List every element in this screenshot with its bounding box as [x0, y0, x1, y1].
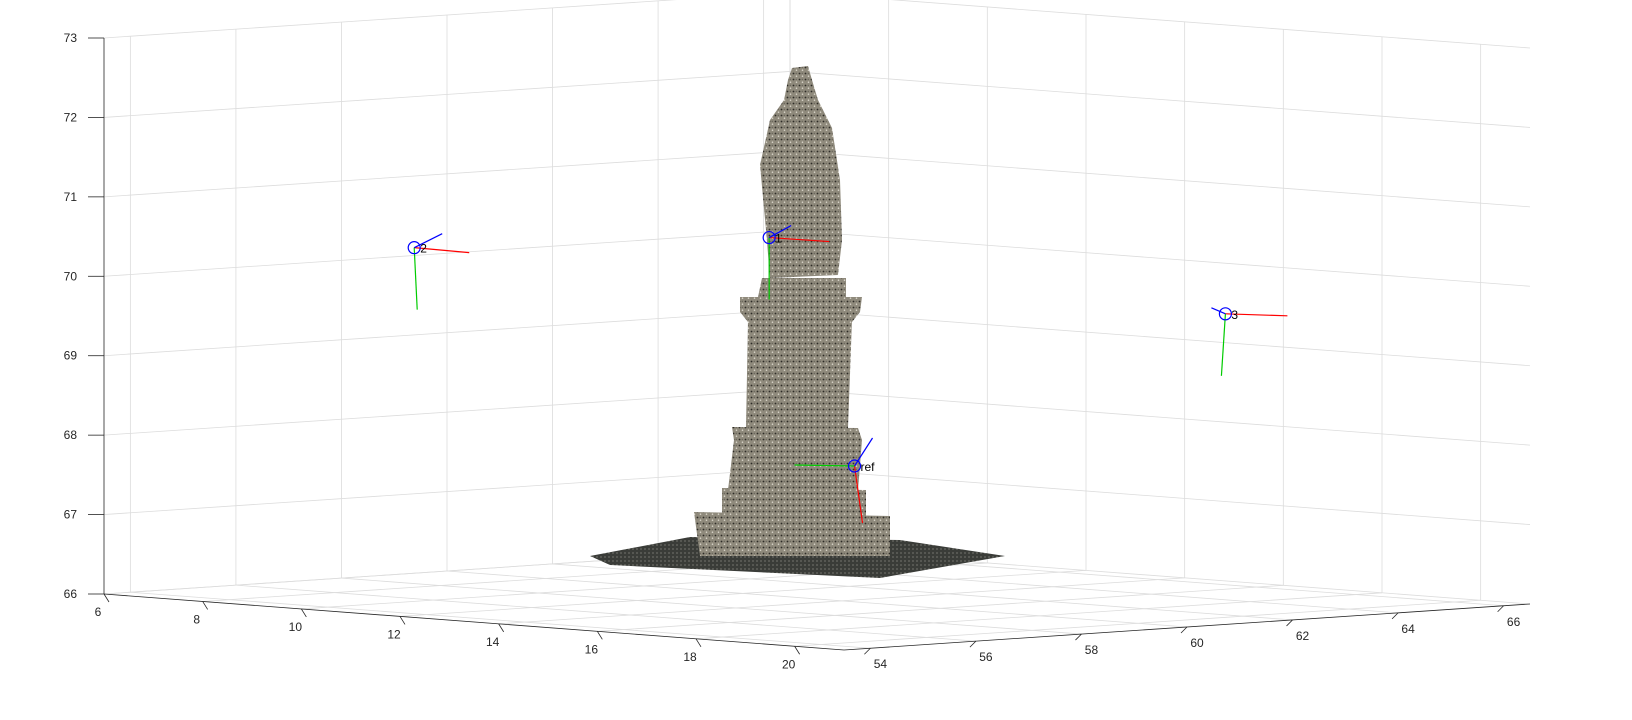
x-tick-mark	[103, 593, 110, 603]
x-tick-mark	[596, 631, 603, 640]
camera-x-axis	[769, 236, 830, 243]
x-tick-label: 16	[585, 642, 599, 656]
y-tick-label: 58	[1085, 643, 1099, 657]
x-tick-label: 6	[95, 605, 102, 619]
point-cloud-statue	[590, 66, 1005, 578]
floor-grid-line	[341, 577, 1082, 635]
y-tick-mark	[1497, 605, 1504, 613]
camera-x-axis	[853, 465, 864, 524]
x-tick-label: 12	[387, 627, 401, 641]
z-tick-label: 69	[64, 349, 78, 363]
camera-1: 1	[762, 225, 830, 300]
z-tick-label: 66	[64, 587, 78, 601]
z-tick-label: 70	[64, 269, 78, 283]
z-tick-label: 67	[64, 508, 78, 522]
wall-grid-line	[103, 150, 791, 198]
camera-2: 2	[407, 233, 470, 310]
axes-layer	[88, 37, 1531, 655]
wall-grid-line	[789, 309, 1531, 367]
y-tick-label: 66	[1507, 615, 1521, 629]
wall-grid-line	[103, 468, 791, 515]
x-tick-mark	[202, 601, 209, 610]
x-tick-mark	[300, 608, 307, 618]
x-tick-label: 20	[782, 657, 796, 671]
y-tick-label: 60	[1190, 636, 1204, 650]
wall-grid-line	[890, 0, 1531, 49]
statue-base	[758, 278, 846, 297]
camera-x-axis	[1225, 313, 1288, 317]
statue-pedestal-cap	[740, 297, 862, 322]
y-tick-label: 56	[979, 650, 993, 664]
camera-z-axis	[1211, 307, 1226, 315]
wall-grid-line	[789, 388, 1531, 446]
camera-ref: ref	[794, 437, 876, 524]
x-tick-mark	[794, 646, 801, 655]
camera-layer: 2 1 3 ref	[407, 225, 1288, 524]
camera-z-axis	[768, 225, 792, 239]
wall-grid-line	[103, 0, 677, 39]
x-tick-label: 18	[683, 650, 697, 664]
camera-z-axis	[413, 233, 443, 249]
floor-grid-line	[235, 584, 976, 642]
camera-y-axis	[413, 247, 418, 310]
y-tick-mark	[969, 640, 977, 648]
statue-lower-pedestal	[728, 427, 862, 490]
z-tick-label: 68	[64, 428, 78, 442]
camera-x-axis	[414, 247, 470, 254]
statue-pedestal-column	[746, 320, 852, 428]
camera-center-marker	[1218, 307, 1233, 321]
x-tick-label: 10	[289, 620, 303, 634]
y-tick-mark	[1075, 633, 1082, 641]
x-tick-mark	[695, 638, 702, 648]
floor-grid-line	[446, 570, 1188, 628]
camera-center-marker	[407, 241, 421, 255]
camera-center-marker	[762, 230, 776, 245]
camera-3: 3	[1211, 307, 1288, 376]
y-tick-mark	[1180, 626, 1188, 634]
y-tick-label: 64	[1401, 622, 1415, 636]
wall-grid-line	[789, 229, 1531, 287]
x-axis-line	[103, 593, 845, 651]
wall-grid-line	[103, 309, 791, 357]
z-tick-label: 71	[64, 190, 78, 204]
z-tick-label: 72	[64, 110, 78, 124]
wall-grid-line	[789, 71, 1531, 128]
y-tick-label: 54	[874, 657, 888, 671]
z-tick-label: 73	[64, 31, 78, 45]
y-tick-mark	[1391, 612, 1399, 620]
statue-figure	[760, 66, 842, 278]
x-tick-mark	[399, 616, 406, 625]
wall-grid-line	[103, 388, 791, 436]
y-tick-mark	[864, 647, 871, 655]
camera-label: ref	[861, 460, 876, 474]
wall-grid-line	[789, 468, 1531, 525]
y-tick-label: 62	[1296, 629, 1310, 643]
camera-y-axis	[1220, 313, 1227, 376]
statue-plinth	[694, 512, 890, 556]
y-tick-mark	[1286, 619, 1293, 627]
camera-y-axis	[794, 464, 855, 467]
camera-label: 1	[775, 232, 782, 246]
floor-grid-line	[130, 591, 871, 649]
x-tick-label: 14	[486, 635, 500, 649]
statue-step	[722, 488, 866, 516]
wall-grid-line	[103, 229, 791, 277]
x-tick-mark	[498, 623, 505, 633]
ground-patch	[590, 537, 1005, 578]
camera-label: 2	[420, 242, 427, 256]
camera-center-marker	[847, 459, 862, 473]
floor-grid-line	[552, 563, 1293, 621]
wall-grid-line	[789, 150, 1531, 208]
x-tick-label: 8	[193, 612, 200, 626]
camera-label: 3	[1231, 308, 1238, 322]
wall-grid-line	[103, 71, 791, 118]
